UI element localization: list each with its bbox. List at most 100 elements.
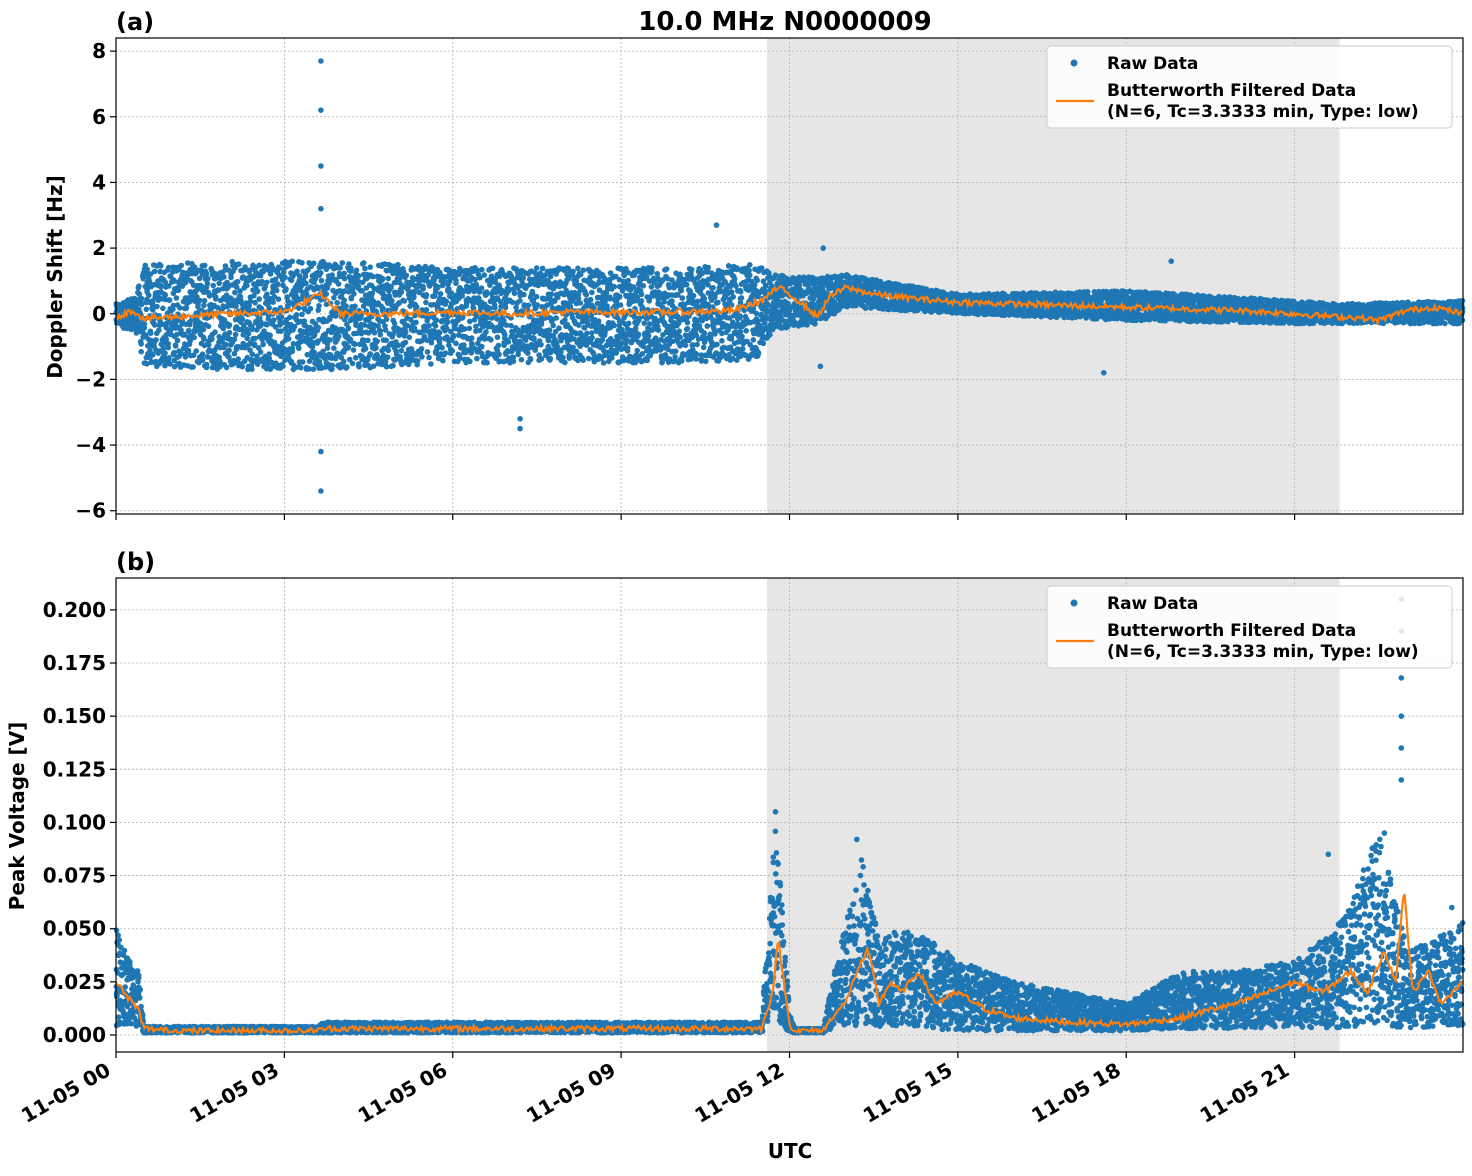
raw-point: [354, 268, 360, 274]
raw-point: [223, 342, 229, 348]
raw-point: [341, 359, 347, 365]
raw-point: [216, 281, 222, 287]
raw-point: [550, 323, 556, 329]
raw-point: [730, 294, 736, 300]
raw-point: [266, 351, 272, 357]
raw-point: [299, 312, 305, 318]
raw-point: [351, 347, 357, 353]
raw-point: [316, 325, 322, 331]
raw-point: [205, 281, 211, 287]
raw-point: [236, 261, 242, 267]
raw-point: [334, 300, 340, 306]
raw-point: [691, 293, 697, 299]
raw-point: [171, 350, 177, 356]
raw-point: [327, 337, 333, 343]
raw-point: [443, 350, 449, 356]
raw-point: [392, 321, 398, 327]
raw-point: [641, 283, 647, 289]
raw-point: [352, 304, 358, 310]
raw-point: [280, 363, 286, 369]
raw-point: [256, 296, 262, 302]
raw-point: [356, 273, 362, 279]
raw-point: [402, 298, 408, 304]
raw-point: [437, 335, 443, 341]
raw-point: [296, 305, 302, 311]
raw-point: [346, 344, 352, 350]
raw-point: [438, 291, 444, 297]
raw-point: [201, 303, 207, 309]
raw-point: [562, 360, 568, 366]
raw-point: [291, 341, 297, 347]
raw-point: [346, 326, 352, 332]
raw-point: [584, 331, 590, 337]
raw-point: [167, 297, 173, 303]
raw-point: [290, 349, 296, 355]
raw-point: [434, 318, 440, 324]
raw-point: [240, 364, 246, 370]
raw-point: [264, 280, 270, 286]
raw-point: [556, 325, 562, 331]
raw-point: [539, 321, 545, 327]
raw-point: [341, 297, 347, 303]
raw-point: [612, 284, 618, 290]
raw-point: [389, 298, 395, 304]
raw-point: [677, 334, 683, 340]
raw-point: [411, 295, 417, 301]
raw-point: [255, 288, 261, 294]
raw-point: [202, 298, 208, 304]
raw-point: [492, 305, 498, 311]
raw-point: [747, 262, 753, 268]
raw-point: [625, 278, 631, 284]
raw-point: [751, 337, 757, 343]
raw-point: [179, 263, 185, 269]
raw-point: [440, 358, 446, 364]
raw-point: [144, 307, 150, 313]
raw-point: [260, 269, 266, 275]
raw-point: [429, 340, 435, 346]
raw-point: [534, 294, 540, 300]
raw-point: [445, 320, 451, 326]
raw-point: [156, 327, 162, 333]
raw-point: [351, 291, 357, 297]
raw-point: [424, 307, 430, 313]
raw-point: [270, 299, 276, 305]
raw-point: [423, 300, 429, 306]
raw-point: [304, 291, 310, 297]
raw-point: [484, 360, 490, 366]
raw-point: [672, 354, 678, 360]
raw-point: [213, 296, 219, 302]
raw-point: [804, 322, 810, 328]
raw-point: [531, 336, 537, 342]
raw-point: [221, 274, 227, 280]
raw-point: [517, 298, 523, 304]
raw-point: [639, 292, 645, 298]
raw-point: [479, 285, 485, 291]
raw-point: [356, 364, 362, 370]
raw-point: [177, 305, 183, 311]
raw-point: [502, 332, 508, 338]
raw-point: [669, 298, 675, 304]
raw-point: [739, 295, 745, 301]
raw-point: [221, 326, 227, 332]
raw-point: [756, 351, 762, 357]
raw-point: [424, 292, 430, 298]
raw-point: [743, 328, 749, 334]
raw-point: [227, 330, 233, 336]
raw-point: [467, 359, 473, 365]
raw-point: [142, 325, 148, 331]
raw-point: [407, 335, 413, 341]
raw-point: [676, 328, 682, 334]
raw-point: [385, 348, 391, 354]
raw-point: [193, 348, 199, 354]
raw-point: [549, 291, 555, 297]
raw-point: [136, 283, 142, 289]
raw-point: [367, 264, 373, 270]
raw-point: [584, 292, 590, 298]
raw-point: [589, 335, 595, 341]
raw-point: [271, 317, 277, 323]
raw-point: [363, 346, 369, 352]
raw-point: [538, 342, 544, 348]
raw-point: [420, 284, 426, 290]
raw-point: [656, 327, 662, 333]
raw-point: [589, 330, 595, 336]
